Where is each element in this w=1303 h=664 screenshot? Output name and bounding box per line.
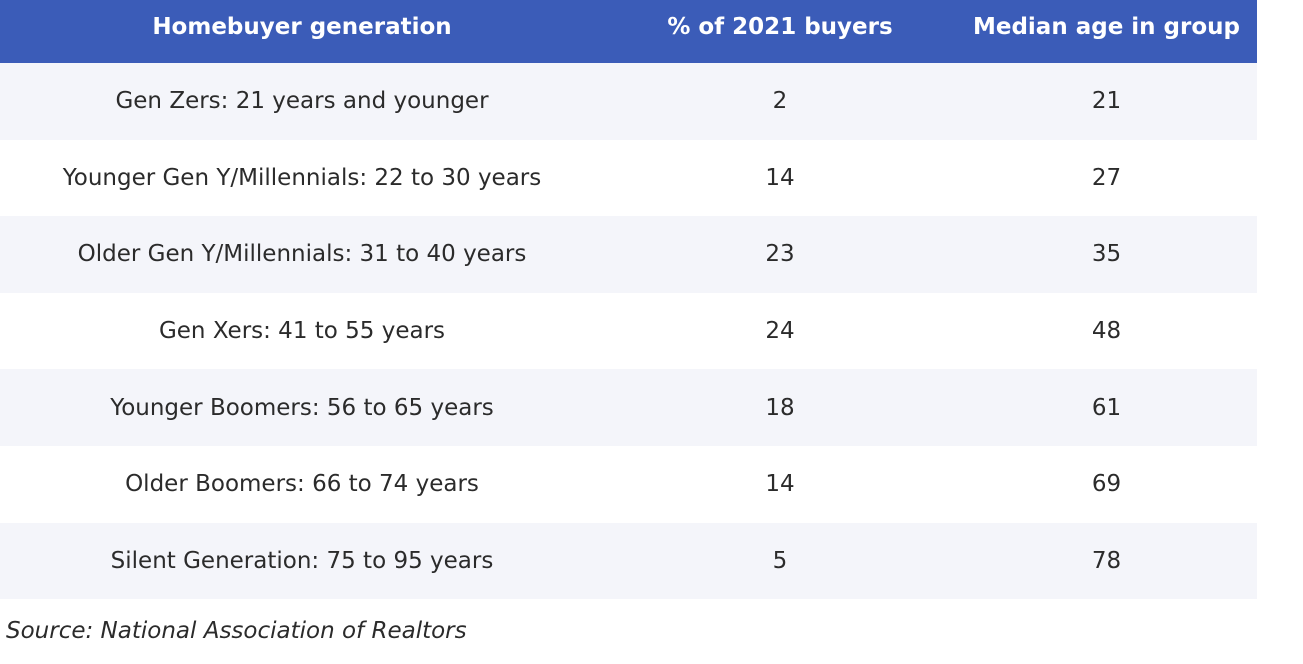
table-row: Older Boomers: 66 to 74 years 14 69 <box>0 445 1257 523</box>
median-age-cell: 21 <box>1091 88 1122 115</box>
source-note: Source: National Association of Realtors <box>6 618 467 644</box>
table-row: Gen Zers: 21 years and younger 2 21 <box>0 63 1257 140</box>
percent-cell: 14 <box>765 471 795 498</box>
generation-cell: Silent Generation: 75 to 95 years <box>110 547 494 574</box>
homebuyer-generation-table: Homebuyer generation % of 2021 buyers Me… <box>0 0 1257 600</box>
table-row: Gen Xers: 41 to 55 years 24 48 <box>0 292 1257 370</box>
median-age-cell: 35 <box>1091 241 1122 268</box>
generation-cell: Gen Zers: 21 years and younger <box>115 88 489 115</box>
percent-cell: 24 <box>765 318 795 345</box>
generation-cell: Older Boomers: 66 to 74 years <box>125 471 479 498</box>
generation-cell: Gen Xers: 41 to 55 years <box>158 318 446 345</box>
median-age-cell: 48 <box>1091 318 1122 345</box>
median-age-cell: 69 <box>1091 471 1122 498</box>
table-row: Younger Boomers: 56 to 65 years 18 61 <box>0 369 1257 446</box>
percent-cell: 18 <box>765 394 795 421</box>
generation-cell: Younger Boomers: 56 to 65 years <box>110 394 494 421</box>
percent-cell: 14 <box>765 164 795 191</box>
header-percent-2021-buyers: % of 2021 buyers <box>667 13 893 40</box>
table-row: Older Gen Y/Millennials: 31 to 40 years … <box>0 216 1257 293</box>
percent-cell: 23 <box>765 241 795 268</box>
generation-cell: Older Gen Y/Millennials: 31 to 40 years <box>77 241 527 268</box>
median-age-cell: 27 <box>1091 164 1122 191</box>
generation-cell: Younger Gen Y/Millennials: 22 to 30 year… <box>62 164 542 191</box>
header-median-age: Median age in group <box>972 13 1241 40</box>
percent-cell: 2 <box>772 88 788 115</box>
table-row: Younger Gen Y/Millennials: 22 to 30 year… <box>0 139 1257 217</box>
table-header-row: Homebuyer generation % of 2021 buyers Me… <box>0 0 1257 63</box>
median-age-cell: 78 <box>1091 547 1122 574</box>
median-age-cell: 61 <box>1091 394 1122 421</box>
header-homebuyer-generation: Homebuyer generation <box>152 13 452 40</box>
percent-cell: 5 <box>772 547 788 574</box>
table-row: Silent Generation: 75 to 95 years 5 78 <box>0 522 1257 600</box>
